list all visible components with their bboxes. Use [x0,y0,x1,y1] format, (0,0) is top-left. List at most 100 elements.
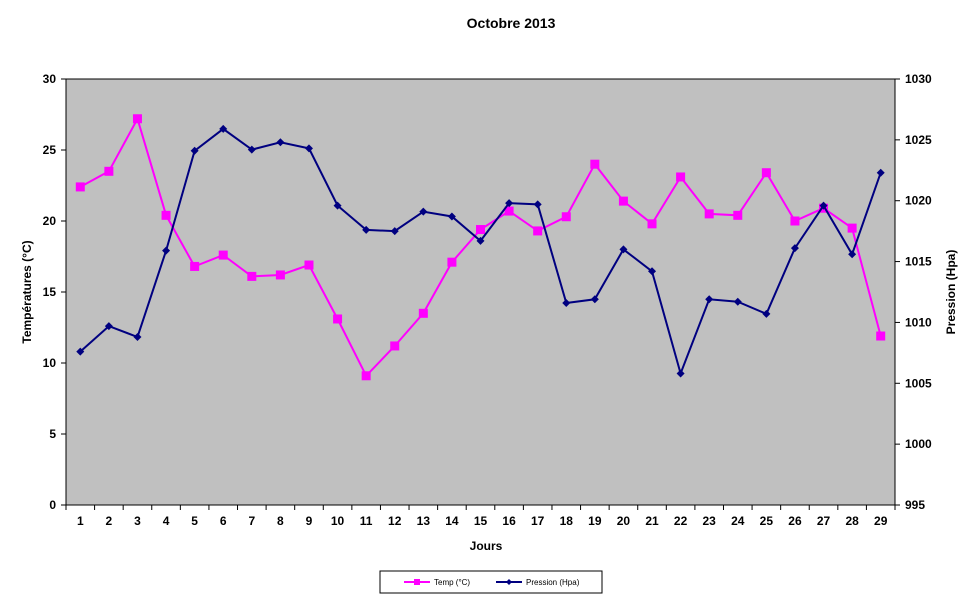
data-point-diamond [505,199,514,208]
x-tick-label: 14 [445,514,459,528]
data-point-diamond [447,212,456,221]
data-point-diamond [876,168,885,177]
data-point-square [876,331,886,341]
x-tick-label: 28 [845,514,859,528]
x-tick-label: 10 [331,514,345,528]
data-point-square [761,168,771,178]
data-point-diamond [133,333,142,342]
data-point-diamond [533,200,542,209]
data-point-square [561,212,571,222]
left-tick-label: 15 [43,285,57,299]
data-point-diamond [476,236,485,245]
x-axis-ticks: 1 2 3 4 5 6 7 8 9 10 11 12 13 14 15 16 17 18 19 20 21 22 23 24 2… [65,505,896,528]
data-point-diamond [705,295,714,304]
data-point-diamond [790,244,799,253]
data-point-diamond [619,245,628,254]
x-tick-label: 20 [617,514,631,528]
data-point-square [476,225,485,235]
data-point-diamond [390,227,399,236]
plot-area [65,78,896,506]
x-tick-label: 8 [277,514,284,528]
x-tick-label: 12 [388,514,402,528]
data-point-diamond [190,146,199,155]
right-tick-label: 1005 [905,376,932,390]
x-tick-label: 2 [106,514,113,528]
left-tick-label: 30 [43,72,57,86]
right-tick-label: 995 [905,498,925,512]
data-point-square [590,159,600,169]
x-tick-label: 15 [474,514,488,528]
data-point-square [275,270,285,280]
data-point-square [161,210,171,220]
x-tick-label: 11 [360,514,373,528]
right-tick-label: 1015 [905,255,932,269]
right-tick-label: 1000 [905,437,932,451]
right-tick-label: 1030 [905,72,932,86]
data-point-square [447,257,457,267]
x-tick-label: 3 [134,514,141,528]
left-tick-label: 20 [43,214,57,228]
data-point-diamond [648,267,657,276]
x-tick-label: 25 [760,514,774,528]
x-tick-label: 27 [817,514,831,528]
legend-label: Pression (Hpa) [526,578,580,587]
y-axis-right-label: Pression (Hpa) [944,250,958,335]
data-point-square [676,172,686,182]
x-tick-label: 29 [874,514,888,528]
x-tick-label: 18 [560,514,574,528]
x-axis-label: Jours [470,539,503,553]
data-point-diamond [562,298,571,307]
data-point-square [790,216,800,226]
left-tick-label: 5 [49,427,56,441]
legend-marker-diamond [506,579,512,585]
x-tick-label: 24 [731,514,745,528]
left-tick-label: 0 [49,498,56,512]
data-point-square [132,114,142,124]
x-tick-label: 23 [703,514,717,528]
series-layer [75,114,886,381]
data-point-square [75,182,85,192]
data-point-square [390,341,400,351]
x-tick-label: 21 [645,514,659,528]
x-tick-label: 6 [220,514,227,528]
data-point-diamond [162,246,171,255]
right-axis-ticks: 995 1000 1005 1010 1015 1020 1025 1030 [895,72,932,512]
data-point-diamond [276,138,285,147]
right-tick-label: 1010 [905,315,932,329]
data-point-diamond [762,309,771,318]
data-point-diamond [304,144,313,153]
data-point-square [247,271,257,281]
data-point-diamond [247,145,256,154]
legend-label: Temp (°C) [434,578,470,587]
x-tick-label: 1 [77,514,84,528]
data-point-square [533,226,543,236]
x-tick-label: 5 [191,514,198,528]
data-point-square [733,210,743,220]
x-tick-label: 13 [417,514,431,528]
data-point-square [333,314,343,324]
data-point-square [361,371,371,381]
data-point-square [218,250,228,260]
data-point-diamond [76,347,85,356]
x-tick-label: 7 [248,514,255,528]
x-tick-label: 26 [788,514,802,528]
right-tick-label: 1020 [905,194,932,208]
left-tick-label: 25 [43,143,57,157]
data-point-diamond [362,225,371,234]
data-point-square [104,166,114,176]
data-point-diamond [419,207,428,216]
x-tick-label: 17 [531,514,545,528]
x-tick-label: 16 [502,514,516,528]
legend-box [379,570,603,594]
data-point-diamond [104,322,113,331]
left-axis-ticks: 0 5 10 15 20 25 30 [43,72,66,512]
data-point-square [504,206,514,216]
legend: Temp (°C) Pression (Hpa) [379,570,603,594]
data-point-diamond [676,369,685,378]
data-point-diamond [848,250,857,259]
x-tick-label: 9 [306,514,313,528]
y-axis-left-label: Températures (°C) [20,240,34,343]
data-point-square [704,209,714,219]
left-tick-label: 10 [43,356,57,370]
